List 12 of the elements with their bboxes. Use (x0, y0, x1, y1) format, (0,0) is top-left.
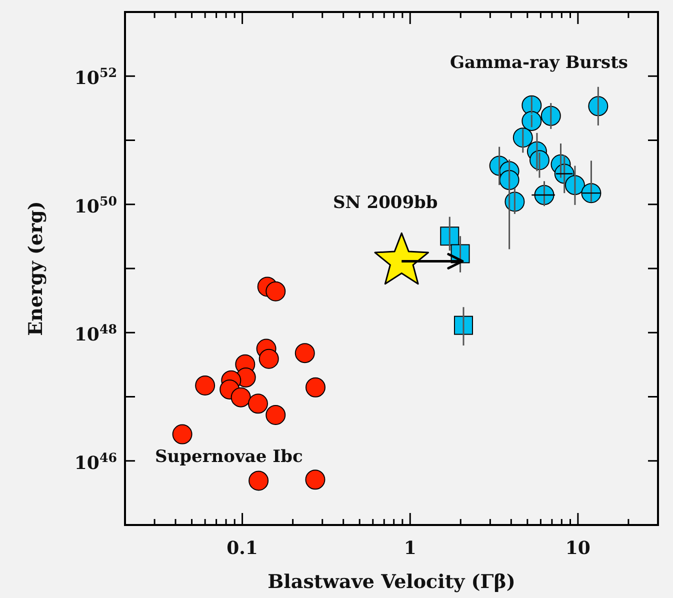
y-axis-title: Energy (erg) (25, 201, 47, 336)
x-axis-title: Blastwave Velocity (Γβ) (268, 571, 516, 593)
text: SN 2009bb (333, 193, 438, 213)
y-tick-label: 10$^{52}$ (74, 64, 117, 90)
y-tick-label: 10$^{46}$ (74, 449, 118, 474)
x-tick-label: 0.1 (226, 538, 258, 559)
y-tick-label: 10$^{48}$ (74, 321, 118, 346)
series-label: Gamma-ray Bursts (450, 53, 628, 73)
series-label: Supernovae Ibc (155, 447, 303, 467)
x-tick-label: 10 (565, 538, 590, 559)
y-tick-label: 10$^{50}$ (74, 192, 118, 218)
x-tick-label: 1 (404, 538, 416, 559)
